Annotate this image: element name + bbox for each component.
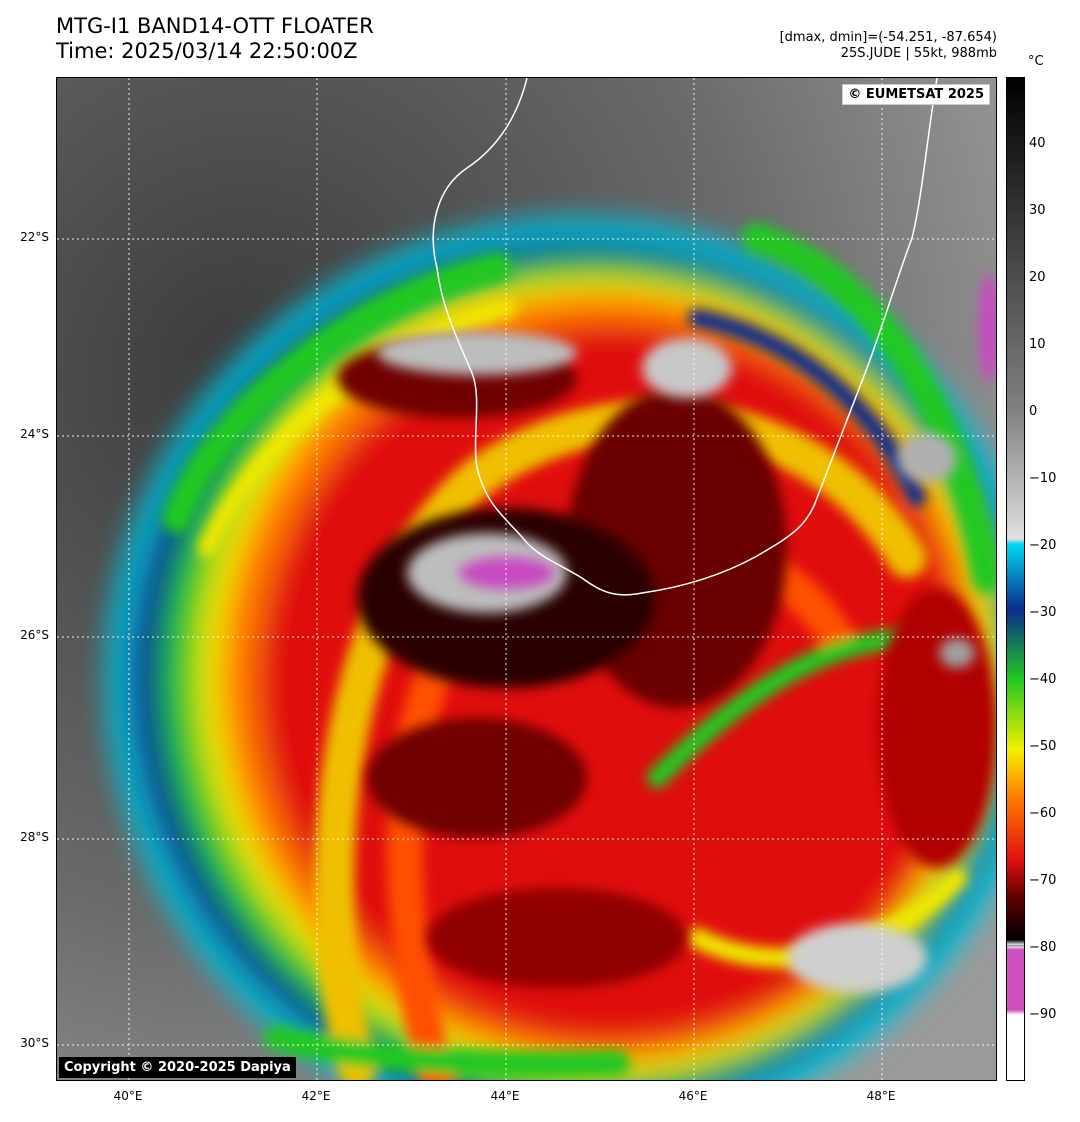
lon-label-48e: 48°E <box>866 1089 896 1103</box>
satellite-map: © EUMETSAT 2025 Copyright © 2020-2025 Da… <box>56 77 997 1081</box>
eumetsat-credit: © EUMETSAT 2025 <box>842 84 990 105</box>
colorbar-tick: −80 <box>1029 940 1057 955</box>
lon-label-44e: 44°E <box>490 1089 520 1103</box>
temperature-colorbar <box>1006 77 1025 1081</box>
storm-info: 25S.JUDE | 55kt, 988mb <box>840 46 997 61</box>
image-title: MTG-I1 BAND14-OTT FLOATER <box>56 14 374 38</box>
colorbar-tick: −40 <box>1029 672 1057 687</box>
colorbar-unit: °C <box>1028 54 1044 69</box>
colorbar-tick: 0 <box>1029 404 1038 419</box>
colorbar-tick: 10 <box>1029 337 1046 352</box>
colorbar-tick: −30 <box>1029 605 1057 620</box>
colorbar-tick: −50 <box>1029 739 1057 754</box>
colorbar-tick: −70 <box>1029 873 1057 888</box>
lat-label-28s: 28°S <box>20 830 49 844</box>
lat-label-24s: 24°S <box>20 427 49 441</box>
meta-block: [dmax, dmin]=(-54.251, -87.654) 25S.JUDE… <box>780 30 997 62</box>
colorbar-tick: 40 <box>1029 136 1046 151</box>
title-block: MTG-I1 BAND14-OTT FLOATER Time: 2025/03/… <box>56 14 374 64</box>
colorbar-tick: −10 <box>1029 471 1057 486</box>
lon-label-42e: 42°E <box>301 1089 331 1103</box>
lat-label-22s: 22°S <box>20 230 49 244</box>
colorbar-tick: −60 <box>1029 806 1057 821</box>
lat-label-30s: 30°S <box>20 1036 49 1050</box>
lat-label-26s: 26°S <box>20 628 49 642</box>
lon-label-46e: 46°E <box>678 1089 708 1103</box>
lon-label-40e: 40°E <box>113 1089 143 1103</box>
value-range: [dmax, dmin]=(-54.251, -87.654) <box>779 30 997 45</box>
colorbar-tick: 20 <box>1029 270 1046 285</box>
colorbar-tick: −20 <box>1029 538 1057 553</box>
colorbar-tick: −90 <box>1029 1007 1057 1022</box>
satellite-imagery <box>57 78 996 1080</box>
image-time: Time: 2025/03/14 22:50:00Z <box>56 39 358 63</box>
dapiya-credit: Copyright © 2020-2025 Dapiya <box>59 1057 296 1078</box>
colorbar-tick: 30 <box>1029 203 1046 218</box>
